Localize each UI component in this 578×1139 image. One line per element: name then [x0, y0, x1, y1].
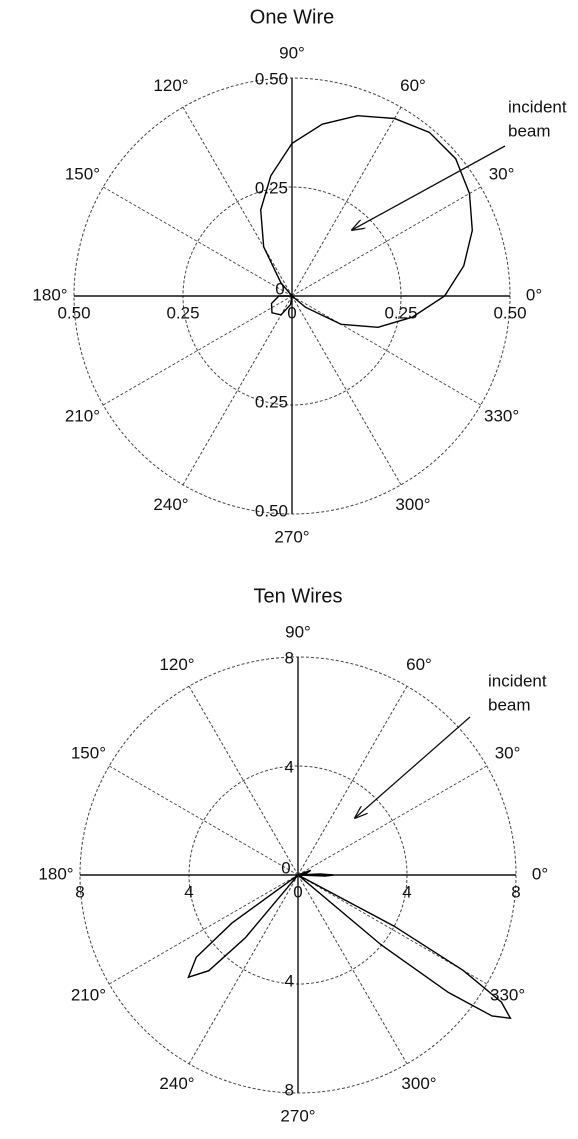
r-tick-label: 0	[293, 882, 302, 901]
grid-spoke	[108, 874, 299, 985]
r-tick-label: 0.50	[57, 303, 90, 322]
angle-label: 240°	[153, 495, 188, 514]
grid-spoke	[297, 685, 408, 876]
incident-arrow	[352, 145, 506, 230]
r-tick-label: 4	[402, 882, 411, 901]
grid-spoke	[291, 295, 482, 406]
angle-label: 120°	[159, 655, 194, 674]
incident-arrow	[355, 716, 471, 818]
angle-label: 270°	[280, 1106, 315, 1125]
grid-spoke	[297, 874, 408, 1065]
grid-spoke	[291, 106, 402, 297]
r-tick-label: 8	[75, 882, 84, 901]
grid-spoke	[102, 295, 293, 406]
r-tick-label: 4	[285, 757, 294, 776]
angle-label: 330°	[490, 985, 525, 1004]
r-tick-label: 0.25	[255, 392, 288, 411]
annotation: beam	[488, 695, 531, 714]
r-tick-label: 0.50	[255, 501, 288, 520]
angle-label: 90°	[285, 622, 311, 641]
grid-spoke	[297, 765, 488, 876]
grid-spoke	[102, 186, 293, 297]
angle-label: 0°	[532, 864, 548, 883]
grid-spoke	[108, 765, 299, 876]
r-tick-label: 0.25	[166, 303, 199, 322]
angle-label: 60°	[406, 655, 432, 674]
r-tick-label: 4	[184, 882, 193, 901]
angle-label: 330°	[484, 406, 519, 425]
angle-label: 180°	[32, 285, 67, 304]
chart-title: Ten Wires	[254, 585, 343, 607]
angle-label: 270°	[274, 527, 309, 546]
grid-spoke	[182, 295, 293, 486]
chart-title: One Wire	[250, 6, 334, 28]
angle-label: 120°	[153, 76, 188, 95]
angle-label: 30°	[489, 164, 515, 183]
angle-label: 180°	[38, 864, 73, 883]
angle-label: 90°	[279, 43, 305, 62]
r-tick-label: 0	[281, 858, 290, 877]
annotation: incident	[508, 97, 567, 116]
r-tick-label: 0.50	[255, 69, 288, 88]
r-tick-label: 0.50	[493, 303, 526, 322]
grid-spoke	[291, 186, 482, 297]
r-tick-label: 4	[285, 971, 294, 990]
grid-spoke	[188, 874, 299, 1065]
r-tick-label: 0.25	[384, 303, 417, 322]
polar-chart: Ten Wires 0° 30° 60° 90° 120° 150° 180° 210° 240°…	[38, 585, 548, 1125]
r-tick-label: 0	[275, 279, 284, 298]
grid-spoke	[188, 685, 299, 876]
r-tick-label: 8	[285, 648, 294, 667]
r-tick-label: 8	[511, 882, 520, 901]
grid-spoke	[291, 295, 402, 486]
angle-label: 300°	[395, 495, 430, 514]
angle-label: 150°	[65, 164, 100, 183]
angle-label: 150°	[71, 743, 106, 762]
angle-label: 240°	[159, 1074, 194, 1093]
polar-chart: One Wire 0° 30° 60° 90° 120° 150° 180° 210° 240° 2…	[32, 6, 566, 546]
angle-label: 300°	[401, 1074, 436, 1093]
grid-spoke	[182, 106, 293, 297]
angle-label: 210°	[71, 985, 106, 1004]
pattern-curve	[259, 114, 474, 329]
annotation: incident	[488, 671, 547, 690]
angle-label: 0°	[526, 285, 542, 304]
pattern-curve	[187, 869, 512, 1020]
r-tick-label: 0	[287, 303, 296, 322]
angle-label: 60°	[400, 76, 426, 95]
r-tick-label: 0.25	[255, 178, 288, 197]
annotation: beam	[508, 121, 551, 140]
angle-label: 30°	[495, 743, 521, 762]
angle-label: 210°	[65, 406, 100, 425]
r-tick-label: 8	[285, 1080, 294, 1099]
